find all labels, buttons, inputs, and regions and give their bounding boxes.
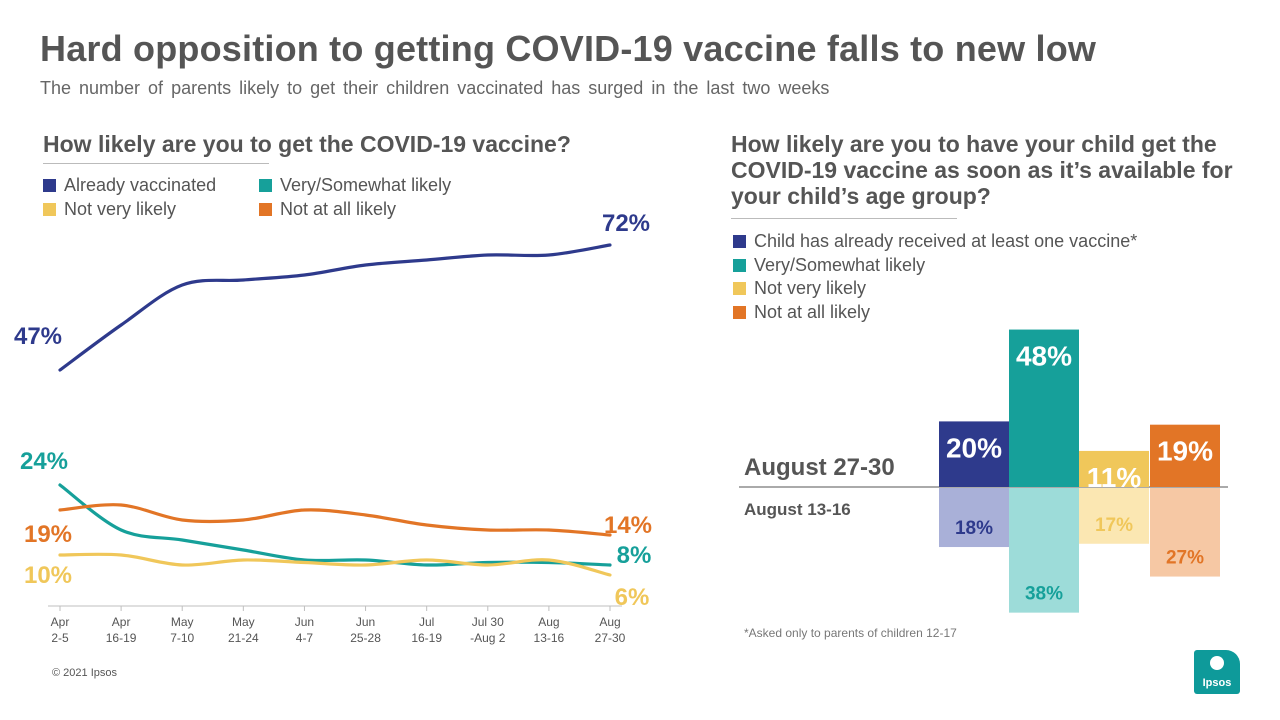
logo-mark-icon [1210,656,1224,670]
legend-item-child-already-received: Child has already received at least one … [733,231,1137,252]
x-tick-label: Jun 4-7 [295,615,314,645]
bar-label-current-child-has-already-received-at-least-one-vaccine: 20% [946,432,1002,463]
series-label-current: August 27-30 [744,454,895,481]
legend-item-not-very-likely: Not very likely [43,199,176,220]
x-tick-label: May 21-24 [228,615,259,645]
legend-item-already-vaccinated: Already vaccinated [43,175,216,196]
bar-chart-title-rule [731,218,957,219]
start-label-already-vaccinated: 47% [14,323,62,350]
bar-previous-child-has-already-received-at-least-one-vaccine [939,488,1009,548]
page-subtitle: The number of parents likely to get thei… [40,78,830,98]
bar-current-not-at-all-likely [1150,424,1220,487]
series-label-previous: August 13-16 [744,500,851,519]
line-chart: Apr 2-5 Apr 16-19 May 7-10 May 21-24 Jun 4-7 Jun 25… [14,210,652,645]
x-tick-label: Aug 27-30 [595,615,626,645]
x-tick-label: Aug 13-16 [534,615,565,645]
legend-item-very-somewhat-likely: Very/Somewhat likely [259,175,451,196]
bar-label-previous-not-at-all-likely: 27% [1166,548,1204,569]
end-label-very-somewhat-likely: 8% [617,542,652,569]
line-chart-title: How likely are you to get the COVID-19 v… [43,131,571,157]
start-label-very-somewhat-likely: 24% [20,448,68,475]
x-tick-label: Apr 16-19 [106,615,137,645]
legend-item-not-at-all-likely: Not at all likely [259,199,396,220]
bar-label-current-very-somewhat-likely: 48% [1016,341,1072,372]
legend-item-child-very-somewhat-likely: Very/Somewhat likely [733,255,925,276]
bar-previous-not-at-all-likely [1150,488,1220,577]
bar-label-current-not-at-all-likely: 19% [1157,436,1213,467]
bar-label-previous-very-somewhat-likely: 38% [1025,584,1063,605]
bar-current-not-very-likely [1079,450,1149,487]
start-label-not-at-all-likely: 19% [24,521,72,548]
x-tick-label: Jul 16-19 [411,615,442,645]
bar-current-child-has-already-received-at-least-one-vaccine [939,421,1009,487]
copyright: © 2021 Ipsos [52,667,117,679]
legend-item-child-not-at-all-likely: Not at all likely [733,302,870,323]
bar-previous-not-very-likely [1079,488,1149,544]
bar-label-previous-not-very-likely: 17% [1095,515,1133,536]
bar-chart: August 27-30 August 13-16 20% 48% 11% 19% 18% 3… [739,329,1228,613]
page-title: Hard opposition to getting COVID-19 vacc… [40,28,1097,69]
end-label-not-very-likely: 6% [615,584,650,611]
x-tick-label: Jun 25-28 [350,615,381,645]
end-label-not-at-all-likely: 14% [604,512,652,539]
series-line-already-vaccinated [58,243,612,372]
end-label-already-vaccinated: 72% [602,210,650,237]
series-line-not-very-likely [58,552,612,577]
bar-current-very-somewhat-likely [1009,329,1079,487]
bar-label-previous-child-has-already-received-at-least-one-vaccine: 18% [955,518,993,539]
start-label-not-very-likely: 10% [24,562,72,589]
bar-label-current-not-very-likely: 11% [1087,462,1142,493]
ipsos-logo: Ipsos [1194,650,1240,694]
x-tick-label: Jul 30 -Aug 2 [470,615,506,645]
series-line-very-somewhat-likely [58,483,612,567]
legend-item-child-not-very-likely: Not very likely [733,278,866,299]
line-chart-title-rule [43,163,269,164]
bar-previous-very-somewhat-likely [1009,488,1079,613]
x-tick-label: May 7-10 [170,615,194,645]
x-tick-label: Apr 2-5 [51,615,70,645]
series-line-not-at-all-likely [58,503,612,537]
bar-chart-title: How likely are you to have your child ge… [731,131,1233,209]
footnote: *Asked only to parents of children 12-17 [744,626,957,640]
